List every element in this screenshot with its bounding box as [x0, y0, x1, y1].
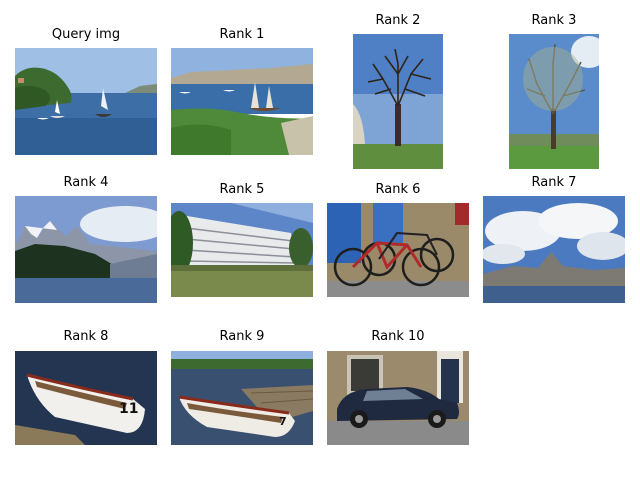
rank-7-image: [483, 196, 625, 303]
rank-3-image: [509, 34, 599, 169]
panel-title-rank-9: Rank 9: [219, 329, 265, 344]
panel-title-rank-1: Rank 1: [219, 27, 265, 42]
rank-8-image: 11: [15, 351, 157, 445]
rank-9-image: 7: [171, 351, 313, 445]
panel-title-rank-3: Rank 3: [531, 13, 577, 28]
rank-10-image: [327, 351, 469, 445]
rank-6-image: [327, 203, 469, 297]
rank-1-image: [171, 48, 313, 155]
rank-2-image: [353, 34, 443, 169]
panel-title-rank-10: Rank 10: [371, 329, 425, 344]
svg-text:11: 11: [119, 401, 138, 417]
rank-4-image: [15, 196, 157, 303]
panel-title-rank-7: Rank 7: [531, 175, 577, 190]
svg-text:7: 7: [279, 415, 287, 428]
panel-title-rank-2: Rank 2: [375, 13, 421, 28]
query-image: [15, 48, 157, 155]
panel-title-rank-6: Rank 6: [375, 182, 421, 197]
rank-5-image: [171, 203, 313, 297]
panel-title-rank-8: Rank 8: [63, 329, 109, 344]
panel-title-rank-5: Rank 5: [219, 182, 265, 197]
panel-title-query: Query img: [51, 27, 121, 42]
panel-title-rank-4: Rank 4: [63, 175, 109, 190]
